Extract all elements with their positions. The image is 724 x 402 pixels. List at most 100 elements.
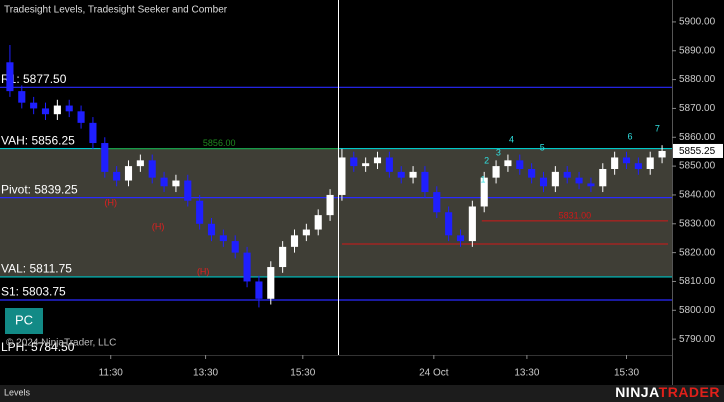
level-label: R1: 5877.50 [1, 72, 67, 86]
plot-area: R1: 5877.50 VAH: 5856.25 Pivot: 5839.25 VAL… [0, 44, 672, 354]
candle-body [113, 171, 121, 181]
marker: 5 [540, 142, 545, 152]
candle-body [124, 166, 133, 181]
x-tick-label: 11:30 [99, 368, 124, 379]
logo-part: NINJA [615, 384, 659, 400]
candle-body [53, 105, 61, 115]
candle-body [160, 177, 168, 187]
candle-body [504, 160, 512, 167]
candle-body [539, 177, 548, 187]
candle-body [279, 246, 287, 268]
marker: (H) [104, 197, 117, 207]
marker: 7 [655, 123, 660, 133]
segment-label: 5831.00 [559, 210, 592, 220]
x-tick-label: 13:30 [514, 368, 539, 379]
y-tick-label: 5880.00 [679, 74, 716, 85]
candle-body [409, 171, 417, 178]
candle-body [207, 223, 216, 236]
candle-body [563, 171, 571, 178]
y-tick-label: 5820.00 [679, 247, 716, 258]
candle-body [136, 160, 144, 167]
y-tick-label: 5890.00 [679, 45, 716, 56]
candle-body [219, 235, 227, 242]
y-tick-label: 5870.00 [679, 103, 716, 114]
candle-body [587, 183, 595, 187]
y-tick-label: 5800.00 [679, 305, 716, 316]
candle-body [350, 157, 358, 167]
pc-button[interactable] [5, 308, 43, 334]
x-tick-label: 24 Oct [419, 368, 449, 379]
candle-body [397, 171, 405, 178]
y-tick-label: 5790.00 [679, 334, 716, 345]
candle-body [77, 111, 85, 123]
candle-body [516, 160, 524, 169]
y-tick-label: 5860.00 [679, 132, 716, 143]
level-label: VAL: 5811.75 [1, 262, 72, 276]
candle-body [373, 157, 382, 164]
candle-body [362, 163, 370, 167]
marker: 4 [509, 135, 514, 145]
level-label: Pivot: 5839.25 [1, 182, 78, 196]
level-label: VAH: 5856.25 [1, 133, 75, 147]
last-price-box [673, 143, 723, 158]
candle-body [30, 102, 38, 109]
marker: 6 [628, 131, 633, 141]
candle-body [196, 200, 204, 224]
candle-body [243, 252, 251, 282]
candle-body [492, 166, 500, 178]
candle-body [480, 177, 488, 207]
logo-part: TRADER [659, 384, 720, 400]
candle-body [65, 105, 73, 112]
candle-body [148, 160, 156, 178]
footer-label: Levels [4, 387, 31, 397]
x-tick-label: 15:30 [290, 368, 315, 379]
candle-body [326, 194, 334, 216]
x-tick-label: 13:30 [193, 368, 218, 379]
candle-body [18, 91, 26, 103]
copyright: © 2024 NinjaTrader, LLC [6, 338, 116, 349]
chart-title: Tradesight Levels, Tradesight Seeker and… [4, 5, 228, 16]
candle-body [302, 229, 310, 236]
marker: (H) [152, 221, 165, 231]
candle-body [575, 177, 583, 184]
candle-body [255, 281, 263, 299]
marker: (H) [197, 266, 210, 276]
candle-body [551, 171, 559, 187]
y-tick-label: 5900.00 [679, 17, 716, 28]
candle-body [421, 171, 429, 193]
y-tick-label: 5810.00 [679, 276, 716, 287]
candle-body [89, 122, 97, 144]
pc-button-label[interactable]: PC [15, 312, 33, 327]
footer-bar [0, 385, 724, 402]
candle-body [528, 168, 536, 178]
marker: 3 [496, 148, 501, 158]
candle-body [101, 143, 109, 172]
candle-body [41, 108, 50, 115]
candle-body [184, 180, 192, 201]
candle-body [622, 157, 631, 164]
y-tick-label: 5850.00 [679, 161, 716, 172]
last-price-label: 5855.25 [679, 146, 716, 157]
level-label: S1: 5803.75 [1, 285, 66, 299]
candle-body [468, 206, 476, 242]
candle-body [646, 157, 654, 169]
candle-body [290, 235, 299, 247]
x-tick-label: 15:30 [614, 368, 639, 379]
segment-label: 5856.00 [203, 138, 236, 148]
candle-body [314, 215, 322, 230]
level-label: LPH: 5784.50 [1, 340, 75, 354]
y-tick-label: 5830.00 [679, 218, 716, 229]
candle-body [267, 267, 275, 299]
value-area [0, 148, 672, 277]
candle-body [172, 180, 180, 187]
candle-body [385, 157, 393, 172]
candle-body [433, 192, 441, 213]
marker: 2 [484, 155, 489, 165]
logo: NINJATRADER [615, 384, 720, 400]
candle-body [611, 157, 619, 169]
candle-body [456, 235, 465, 242]
candle-body [634, 163, 642, 169]
candle-body [658, 150, 666, 158]
candle-body [6, 62, 14, 92]
